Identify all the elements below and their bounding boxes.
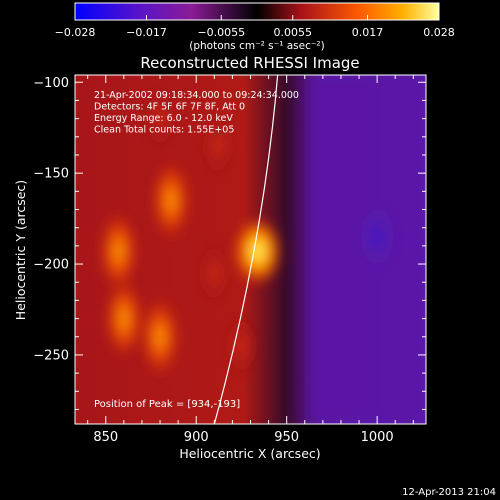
colorbar-tick-label: 0.0055 <box>274 26 313 39</box>
observation-info: 21-Apr-2002 09:18:34.000 to 09:24:34.000… <box>94 90 299 136</box>
y-tick-label: −200 <box>33 258 69 273</box>
heatmap-source <box>225 311 258 380</box>
y-tick-label: −250 <box>33 348 69 363</box>
solar-limb-curve <box>213 75 279 424</box>
info-line: Detectors: 4F 5F 6F 7F 8F, Att 0 <box>94 102 245 113</box>
heatmap-source <box>201 111 234 180</box>
y-axis: −100 −150 −200 −250 <box>33 76 426 410</box>
colorbar-ticks: −0.028 −0.017 −0.0055 0.0055 0.017 0.028 <box>55 15 455 39</box>
y-tick-label: −150 <box>33 167 69 182</box>
y-tick-label: −100 <box>33 76 69 91</box>
colorbar-tick-label: −0.028 <box>55 26 96 39</box>
colorbar-tick-label: 0.017 <box>352 26 384 39</box>
negative-minimum <box>359 206 396 267</box>
heatmap-source <box>150 158 191 243</box>
info-line: Clean Total counts: 1.55E+05 <box>94 125 234 136</box>
render-timestamp: 12-Apr-2013 21:04 <box>402 487 496 498</box>
x-tick-label: 900 <box>184 430 209 445</box>
colorbar-gradient <box>74 2 440 21</box>
colorbar: −0.028 −0.017 −0.0055 0.0055 0.017 0.028 (pho… <box>55 2 455 52</box>
x-axis: 850 900 950 1000 <box>87 75 414 445</box>
info-line: Energy Range: 6.0 - 12.0 keV <box>94 113 233 124</box>
heatmap-source <box>140 294 181 379</box>
heatmap-sources <box>98 75 426 424</box>
info-line: 21-Apr-2002 09:18:34.000 to 09:24:34.000 <box>94 90 299 101</box>
heatmap-source <box>233 217 282 286</box>
heatmap-source <box>103 276 144 361</box>
x-tick-label: 1000 <box>361 430 394 445</box>
colorbar-tick-label: −0.017 <box>126 26 167 39</box>
colorbar-tick-label: 0.028 <box>423 26 455 39</box>
peak-position-text: Position of Peak = [934,-193] <box>94 399 240 410</box>
chart-title: Reconstructed RHESSI Image <box>140 54 359 72</box>
y-axis-label: Heliocentric Y (arcsec) <box>13 180 28 320</box>
x-axis-label: Heliocentric X (arcsec) <box>179 446 320 461</box>
colorbar-unit-label: (photons cm⁻² s⁻¹ asec⁻²) <box>189 40 324 52</box>
colorbar-tick-label: −0.0055 <box>197 26 245 39</box>
x-tick-label: 850 <box>93 430 118 445</box>
heatmap-source <box>198 239 231 308</box>
heatmap-source <box>144 84 177 153</box>
heatmap-image <box>75 75 426 424</box>
x-tick-label: 950 <box>274 430 299 445</box>
heatmap-source <box>98 209 139 294</box>
